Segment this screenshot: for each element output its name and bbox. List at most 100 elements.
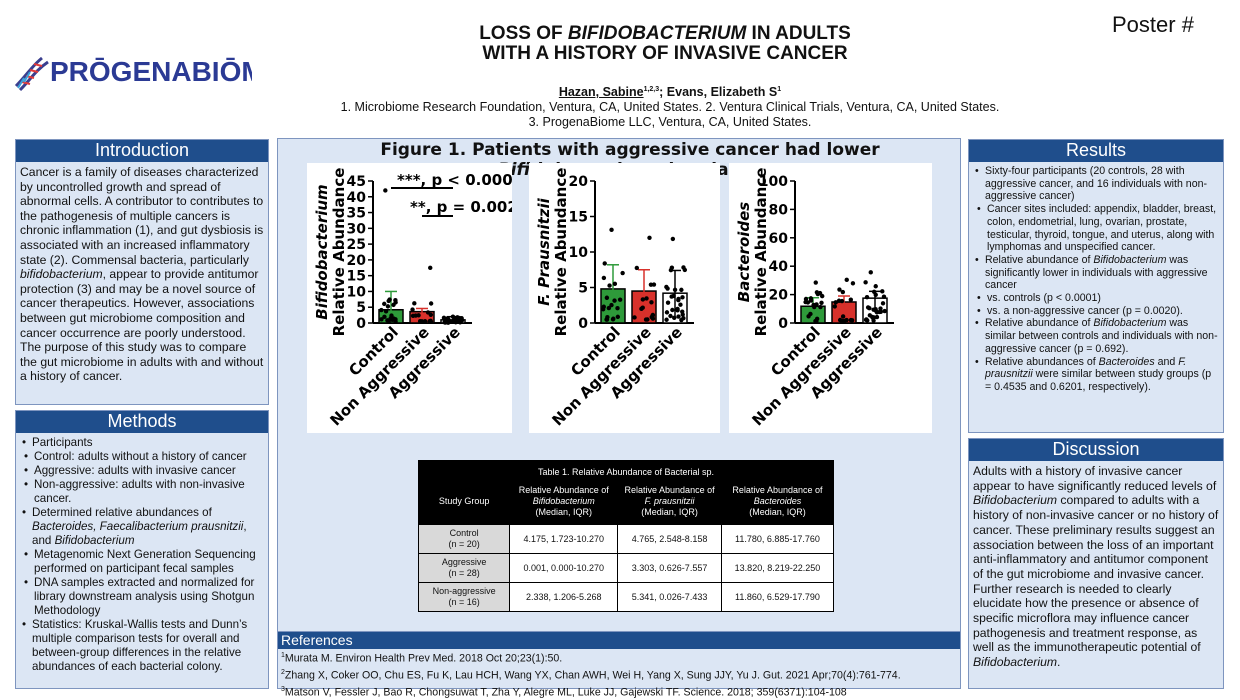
data-point bbox=[617, 297, 623, 302]
data-point bbox=[664, 284, 669, 290]
data-point bbox=[412, 301, 417, 306]
y-tick-label: 20 bbox=[569, 174, 589, 190]
data-point bbox=[650, 313, 655, 318]
methods-statistics: Statistics: Kruskal-Wallis tests and Dun… bbox=[20, 618, 264, 674]
data-point bbox=[863, 280, 868, 285]
data-point bbox=[682, 267, 688, 273]
y-axis-label-species: Bifidobacterium bbox=[313, 184, 331, 319]
reference-3: 3Matson V, Fessler J, Bao R, Chongsuwat … bbox=[281, 686, 847, 699]
y-tick-label: 0 bbox=[778, 316, 788, 332]
data-point bbox=[645, 317, 650, 322]
table-row: Control (n = 20) 4.175, 1.723-10.270 4.76… bbox=[417, 524, 835, 554]
table-caption: Table 1. Relative Abundance of Bacterial… bbox=[537, 467, 715, 477]
progenabiome-logo: PRŌGENABIŌME bbox=[12, 48, 283, 94]
y-tick-label: 100 bbox=[759, 174, 788, 190]
data-point bbox=[441, 315, 447, 321]
data-point bbox=[871, 315, 877, 320]
data-point bbox=[389, 313, 394, 318]
data-point bbox=[455, 315, 460, 320]
data-point bbox=[676, 297, 681, 303]
data-point bbox=[670, 236, 676, 242]
data-point bbox=[664, 317, 669, 322]
data-point bbox=[664, 310, 670, 315]
col-header-bacteroides: Relative Abundance of Bacteroides (Median,… bbox=[732, 485, 823, 517]
data-point bbox=[672, 287, 678, 292]
data-point bbox=[819, 293, 825, 299]
data-point bbox=[871, 307, 876, 312]
authors-block: Hazan, Sabine1,2,3; Evans, Elizabeth S1 … bbox=[340, 82, 1000, 130]
data-point bbox=[410, 307, 415, 312]
data-point bbox=[422, 319, 428, 324]
results-section: Results Sixty-four participants (20 cont… bbox=[968, 139, 1224, 433]
methods-heading: Methods bbox=[16, 411, 268, 433]
y-axis-label: Relative Abundance bbox=[752, 168, 770, 337]
data-point bbox=[678, 302, 683, 307]
data-point bbox=[383, 188, 388, 193]
affiliation-line-2: 3. ProgenaBiome LLC, Ventura, CA, United… bbox=[528, 115, 812, 130]
y-tick-label: 0 bbox=[578, 316, 588, 332]
y-tick-label: 20 bbox=[769, 288, 789, 304]
significance-label-1: ***, p < 0.0001 bbox=[397, 171, 512, 189]
reference-1: 1Murata M. Environ Health Prev Med. 2018… bbox=[281, 652, 563, 665]
data-point bbox=[383, 309, 389, 314]
logo-text: PRŌGENABIŌME bbox=[50, 56, 252, 87]
data-point bbox=[615, 314, 621, 320]
data-point bbox=[428, 318, 433, 324]
data-point bbox=[609, 302, 614, 308]
affiliation-line-1: 1. Microbiome Research Foundation, Ventu… bbox=[340, 100, 1000, 115]
data-point bbox=[668, 267, 674, 273]
chart-bacteroides: Bacteroides Relative Abundance 0 20 40 60 80 10… bbox=[729, 163, 932, 433]
data-point bbox=[649, 300, 654, 305]
data-point bbox=[410, 313, 416, 319]
significance-label-2: **, p = 0.0020 bbox=[410, 198, 512, 216]
y-tick-label: 60 bbox=[769, 231, 789, 247]
data-point bbox=[680, 295, 685, 300]
data-point bbox=[604, 295, 610, 300]
introduction-section: Introduction Cancer is a family of disea… bbox=[15, 139, 269, 405]
data-point bbox=[848, 297, 854, 302]
y-tick-label: 5 bbox=[356, 300, 366, 316]
poster-title: LOSS OF BIFIDOBACTERIUM IN ADULTS WITH A… bbox=[479, 23, 851, 64]
data-point bbox=[863, 317, 869, 323]
data-point bbox=[387, 297, 392, 302]
data-point bbox=[600, 307, 606, 312]
author-names: Hazan, Sabine1,2,3; Evans, Elizabeth S1 bbox=[558, 85, 782, 100]
y-tick-label: 30 bbox=[347, 221, 367, 237]
y-tick-label: 5 bbox=[578, 281, 588, 297]
methods-participants: Participants bbox=[20, 436, 264, 450]
y-tick-label: 25 bbox=[347, 237, 366, 253]
data-point bbox=[878, 309, 884, 314]
y-tick-label: 10 bbox=[347, 284, 367, 300]
data-point bbox=[644, 296, 649, 301]
data-point bbox=[806, 314, 811, 319]
data-point bbox=[609, 227, 614, 233]
data-point bbox=[647, 235, 652, 240]
data-point bbox=[620, 270, 625, 276]
data-point bbox=[651, 282, 657, 287]
data-point bbox=[640, 305, 645, 310]
y-axis-label-species: Bacteroides bbox=[735, 202, 753, 303]
introduction-text: Cancer is a family of diseases character… bbox=[20, 165, 264, 384]
data-point bbox=[679, 287, 684, 293]
y-tick-label: 10 bbox=[569, 245, 589, 261]
data-point bbox=[607, 283, 612, 288]
methods-section: Methods Participants Control: adults wit… bbox=[15, 410, 269, 689]
chart-bifidobacterium: Bifidobacterium Relative Abundance 0510152… bbox=[307, 163, 512, 433]
data-point bbox=[880, 301, 886, 306]
data-point bbox=[844, 277, 849, 283]
data-point bbox=[670, 307, 675, 313]
y-tick-label: 40 bbox=[769, 259, 789, 275]
data-point bbox=[601, 275, 607, 281]
data-point bbox=[386, 319, 391, 324]
results-heading: Results bbox=[969, 140, 1223, 162]
data-point bbox=[881, 294, 887, 299]
data-point bbox=[818, 304, 823, 310]
data-point bbox=[882, 308, 887, 314]
chart-f-prausnitzii: F. Prausnitzii Relative Abundance 0 5 10 15 20… bbox=[529, 163, 720, 433]
data-point bbox=[680, 309, 685, 314]
data-point bbox=[602, 261, 607, 266]
data-point bbox=[833, 300, 838, 305]
data-point bbox=[665, 300, 671, 305]
data-point bbox=[379, 307, 384, 313]
data-point bbox=[393, 319, 398, 324]
